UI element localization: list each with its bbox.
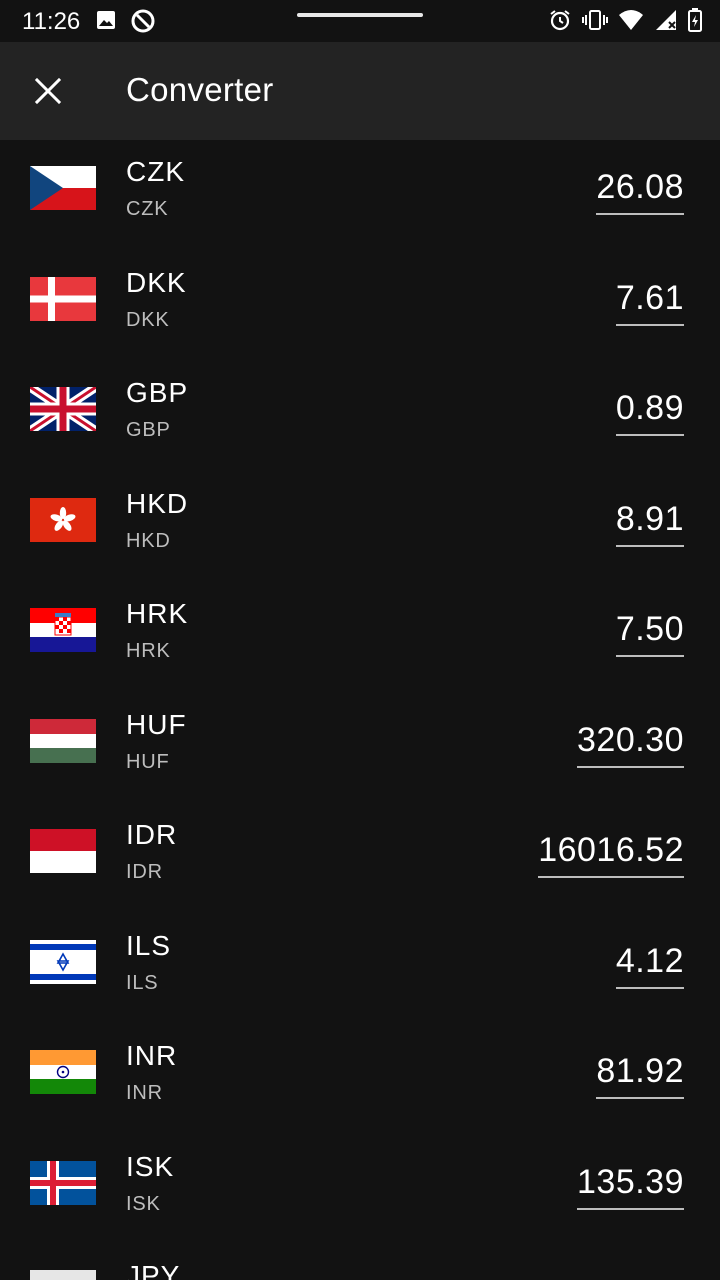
- wifi-icon: [618, 9, 644, 31]
- flag-hr-icon: [30, 608, 96, 652]
- amount-input-isk[interactable]: 135.39: [577, 1163, 684, 1210]
- flag-in-icon: [30, 1050, 96, 1094]
- currency-code: HUF: [126, 708, 187, 740]
- currency-row-idr: IDR IDR 16016.52: [0, 803, 720, 914]
- currency-row-czk: CZK CZK 26.08: [0, 140, 720, 251]
- amount-input-idr[interactable]: 16016.52: [538, 831, 684, 878]
- currency-name: ILS: [126, 971, 159, 994]
- vibrate-icon: [582, 8, 608, 32]
- flag-dk-icon: [30, 276, 96, 321]
- currency-code: ILS: [126, 929, 172, 961]
- currency-code: JPY: [126, 1260, 181, 1280]
- currency-name: HUF: [126, 750, 170, 773]
- currency-name: DKK: [126, 308, 170, 331]
- currency-code: HKD: [126, 487, 189, 519]
- status-bar: 11:26: [0, 0, 720, 42]
- currency-name: HRK: [126, 640, 171, 662]
- gesture-nav-handle[interactable]: [297, 13, 423, 17]
- currency-name: IDR: [126, 861, 163, 883]
- alarm-icon: [548, 8, 572, 32]
- signal-icon: [654, 9, 678, 31]
- currency-row-inr: INR INR 81.92: [0, 1024, 720, 1135]
- currency-name: INR: [126, 1082, 163, 1104]
- currency-row-gbp: GBP GBP 0.89: [0, 361, 720, 472]
- currency-code: ISK: [126, 1150, 175, 1182]
- flag-hu-icon: [30, 718, 96, 763]
- flag-hk-icon: [30, 497, 96, 542]
- amount-input-czk[interactable]: 26.08: [596, 168, 684, 215]
- amount-input-hkd[interactable]: 8.91: [615, 500, 684, 547]
- image-icon: [94, 8, 118, 34]
- amount-input-gbp[interactable]: 0.89: [615, 389, 684, 436]
- currency-row-jpy-partial[interactable]: JPY: [0, 1252, 720, 1280]
- flag-cz-icon: [30, 166, 96, 210]
- flag-jp-icon: [30, 1270, 96, 1280]
- app-toolbar: Converter: [0, 42, 720, 140]
- amount-input-ils[interactable]: 4.12: [615, 942, 684, 989]
- currency-row-huf: HUF HUF 320.30: [0, 693, 720, 804]
- currency-name: CZK: [126, 198, 169, 220]
- close-icon: [34, 77, 62, 105]
- amount-input-hrk[interactable]: 7.50: [615, 610, 684, 657]
- currency-list[interactable]: CZK CZK 26.08 DKK DKK 7.61 GBP GBP 0.89: [0, 140, 720, 1252]
- currency-code: GBP: [126, 377, 189, 408]
- currency-name: GBP: [126, 419, 171, 441]
- amount-input-dkk[interactable]: 7.61: [615, 279, 684, 326]
- currency-row-ils: ILS ILS 4.12: [0, 914, 720, 1025]
- flag-is-icon: [30, 1160, 96, 1205]
- amount-input-inr[interactable]: 81.92: [596, 1052, 684, 1099]
- amount-input-huf[interactable]: 320.30: [577, 721, 684, 768]
- battery-icon: [688, 8, 702, 32]
- flag-gb-icon: [30, 387, 96, 431]
- currency-row-dkk: DKK DKK 7.61: [0, 251, 720, 362]
- do-not-disturb-icon: [130, 8, 156, 34]
- currency-code: IDR: [126, 819, 178, 850]
- page-title: Converter: [126, 71, 274, 108]
- currency-code: CZK: [126, 156, 185, 187]
- currency-row-hkd: HKD HKD 8.91: [0, 472, 720, 583]
- flag-id-icon: [30, 829, 96, 873]
- currency-row-isk: ISK ISK 135.39: [0, 1135, 720, 1246]
- currency-code: DKK: [126, 266, 187, 298]
- close-button[interactable]: [24, 67, 72, 115]
- status-time: 11:26: [22, 8, 81, 35]
- currency-name: ISK: [126, 1192, 161, 1215]
- currency-code: INR: [126, 1040, 178, 1071]
- flag-il-icon: [30, 939, 96, 984]
- currency-row-hrk: HRK HRK 7.50: [0, 582, 720, 693]
- currency-code: HRK: [126, 598, 189, 629]
- currency-name: HKD: [126, 529, 171, 552]
